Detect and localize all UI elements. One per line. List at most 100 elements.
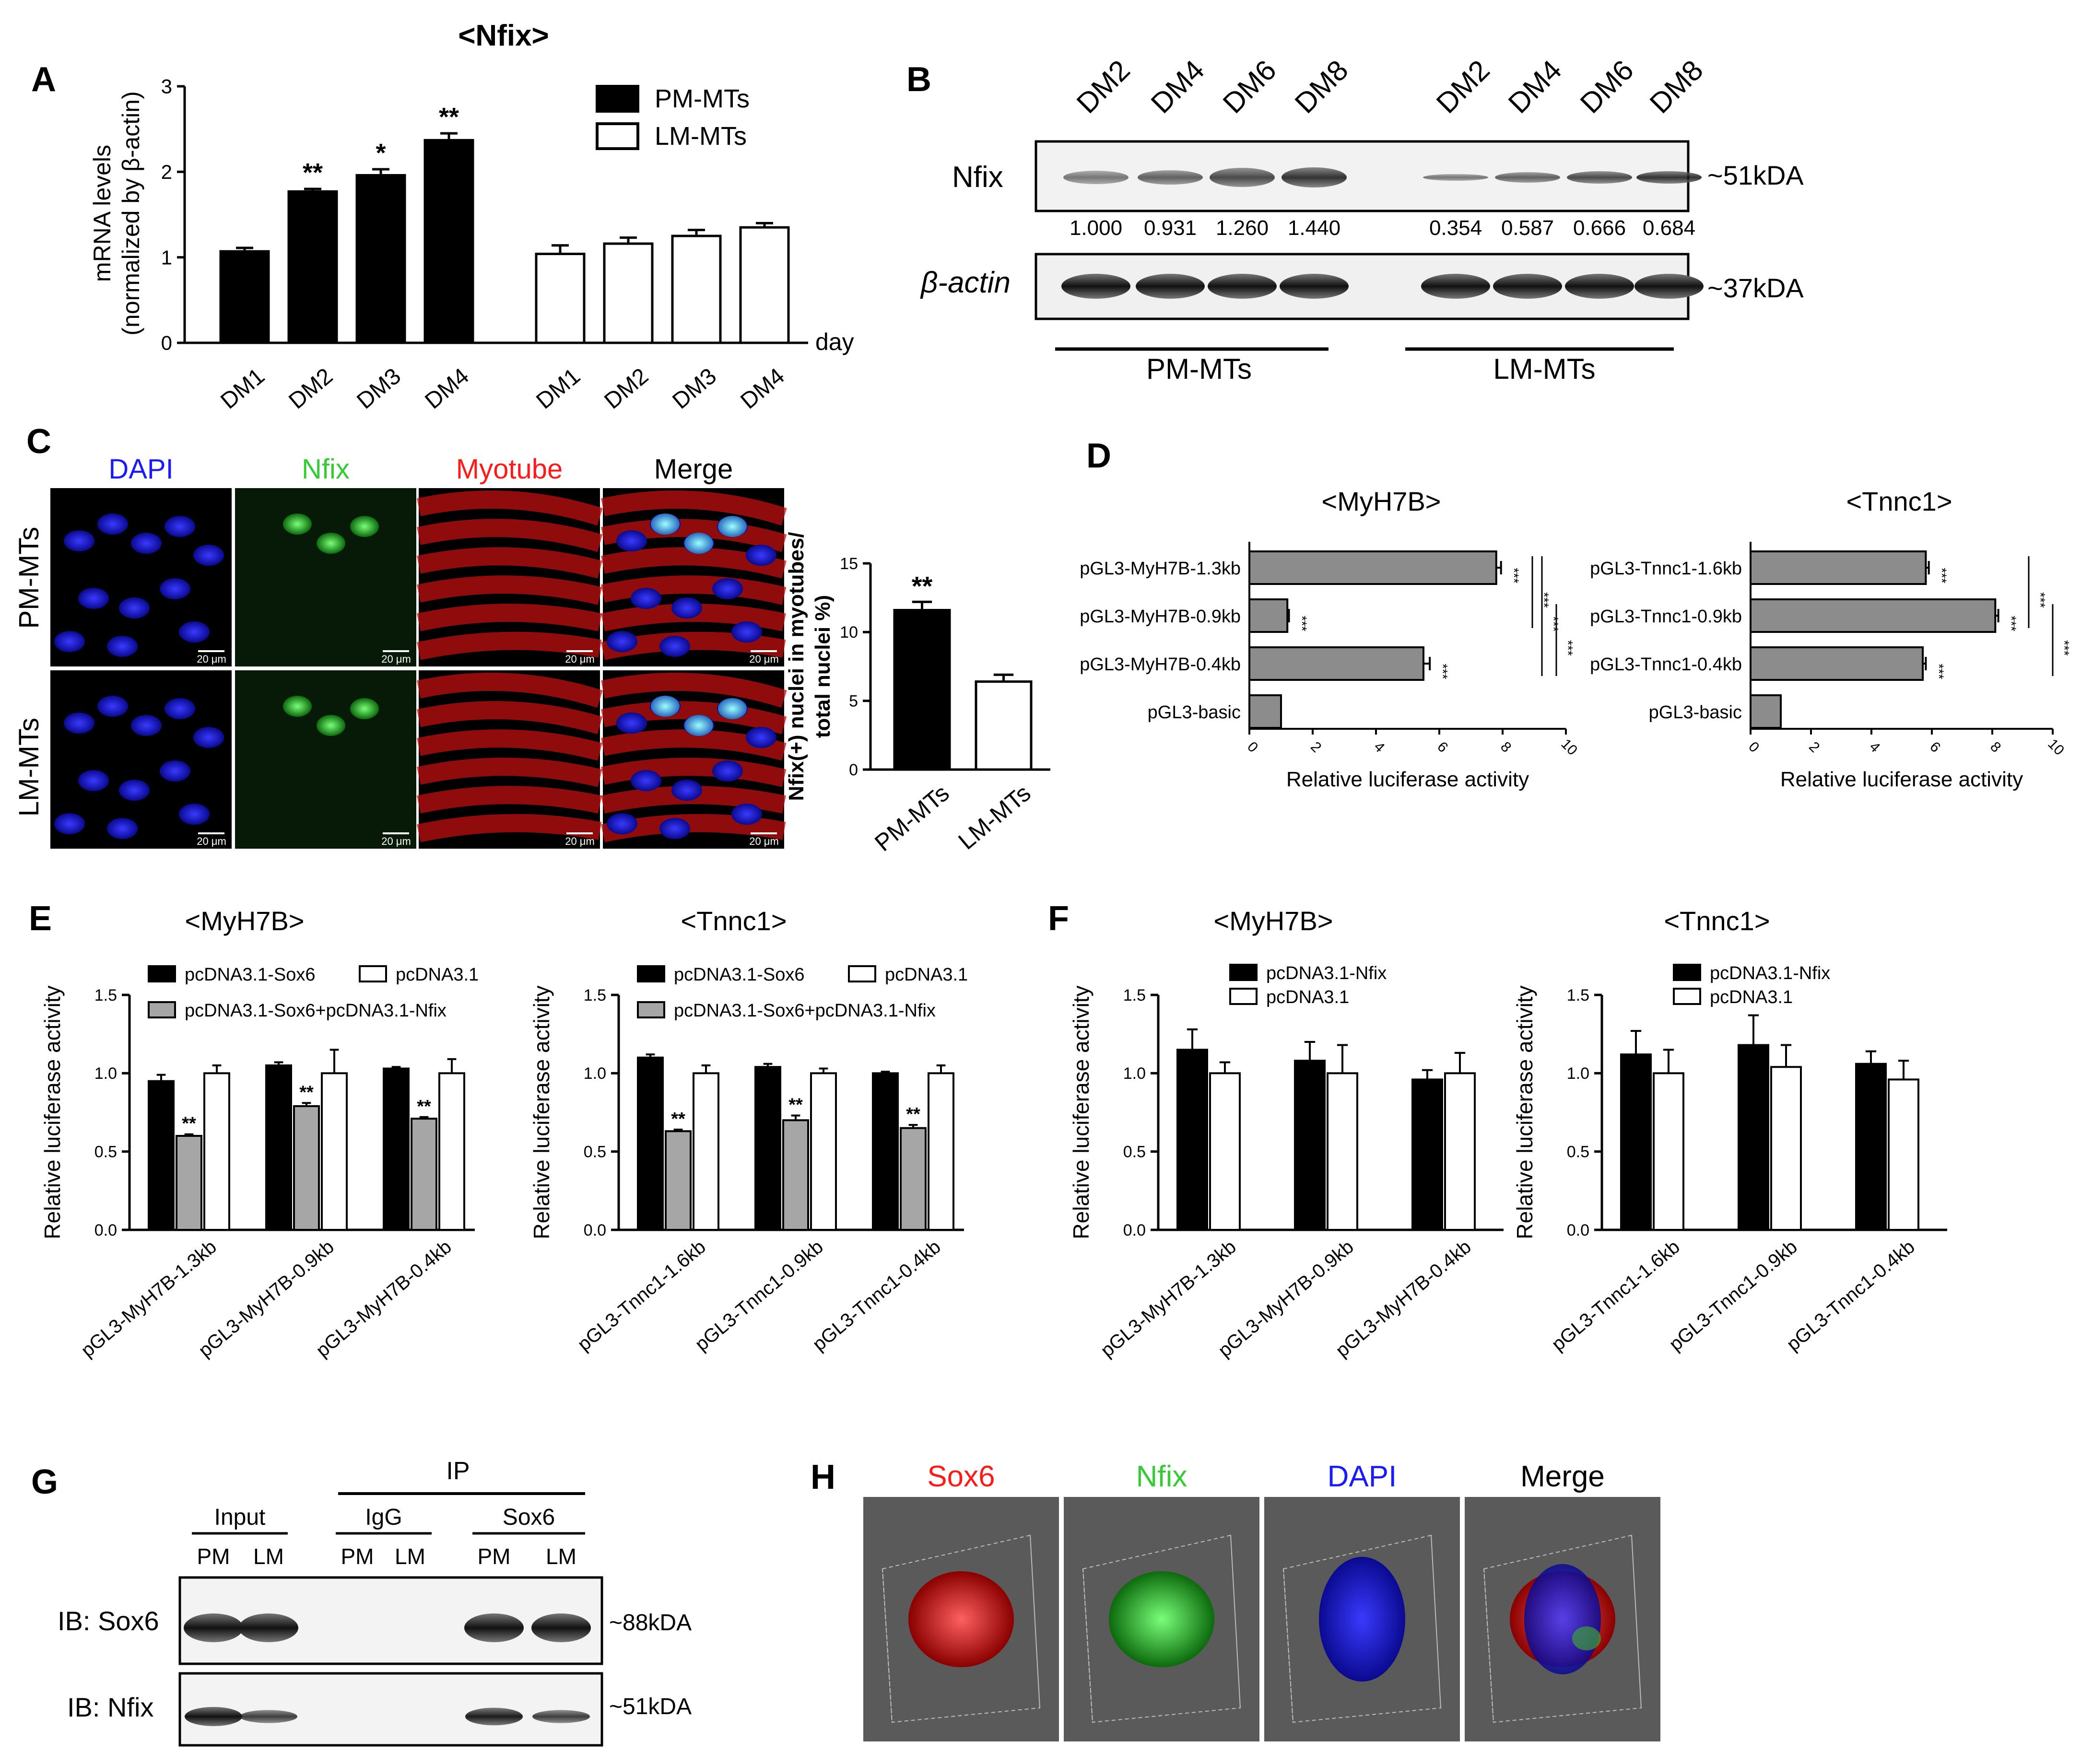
micrograph-tile: 20 μm — [235, 670, 416, 849]
x-tick-label: DM3 — [352, 363, 406, 414]
band-actin — [1493, 274, 1562, 299]
band-nfix — [1063, 171, 1129, 184]
legend-label: pcDNA3.1 — [885, 965, 968, 985]
bar — [900, 1127, 927, 1231]
band-quant-value: 0.666 — [1573, 216, 1626, 240]
micrograph-tile: 20 μm — [417, 670, 603, 849]
legend-swatch — [1229, 988, 1258, 1005]
blot-bands — [184, 1613, 591, 1726]
nucleus — [64, 713, 94, 734]
bar — [321, 1072, 348, 1231]
bar — [975, 680, 1033, 771]
y-tick-label: 1.0 — [584, 1064, 606, 1083]
x-tick-label: 4 — [1371, 739, 1387, 756]
legend-swatch — [148, 965, 176, 982]
nucleus — [54, 631, 85, 652]
micrograph-tile: 20 μm — [601, 670, 787, 849]
significance-mark: ** — [788, 1095, 803, 1115]
bar — [671, 234, 722, 344]
micrograph-tile: 20 μm — [601, 488, 787, 666]
merged-nucleus — [718, 698, 747, 719]
legend-label: pcDNA3.1-Nfix — [1710, 963, 1830, 983]
3d-render-tile — [1064, 1497, 1259, 1741]
nucleus — [631, 588, 661, 609]
significance-mark: *** — [1295, 616, 1310, 631]
y-tick-label: 1 — [161, 246, 172, 269]
lane-label: PM — [197, 1544, 230, 1569]
scale-bar-label: 20 μm — [565, 835, 595, 847]
bar — [1770, 1066, 1802, 1231]
nucleus-render — [908, 1571, 1014, 1667]
bar — [782, 1119, 809, 1231]
category-label: pGL3-Tnnc1-0.4kb — [1590, 654, 1742, 675]
x-tick-label: LM-MTs — [953, 780, 1035, 855]
panel-f: F <MyH7B> pcDNA3.1-Nfix pcDNA3.1 0.0 0.5 1.0 1… — [1048, 900, 1947, 1361]
legend: pcDNA3.1-Sox6 pcDNA3.1 pcDNA3.1-Sox6+pcDNA… — [148, 965, 479, 1021]
myotube-fiber — [601, 758, 787, 787]
bar-chart-f-myh7b: <MyH7B> pcDNA3.1-Nfix pcDNA3.1 0.0 0.5 1.0 1.5… — [1069, 906, 1504, 1361]
y-tick-label: 0.5 — [584, 1143, 606, 1161]
nucleus-render — [1319, 1557, 1405, 1682]
merged-nucleus — [684, 715, 713, 736]
bar-chart-e-tnnc1: <Tnnc1>pcDNA3.1-Sox6 pcDNA3.1pcDNA3.1-Sox… — [529, 906, 968, 1355]
x-tick-label: 0 — [1244, 739, 1261, 756]
nucleus — [97, 696, 128, 717]
row-label-lm: LM-MTs — [13, 718, 45, 817]
legend-swatch — [148, 1001, 176, 1018]
panel-letter: E — [29, 900, 52, 938]
x-tick-label: DM2 — [284, 363, 338, 414]
nucleus — [193, 727, 224, 748]
significance-mark: *** — [1546, 616, 1561, 632]
significance-mark: *** — [2057, 640, 2072, 656]
x-axis-label: Relative luciferase activity — [1780, 768, 2023, 791]
legend-label: pcDNA3.1-Sox6+pcDNA3.1-Nfix — [674, 1001, 936, 1021]
row-label-nfix: Nfix — [952, 161, 1003, 194]
bar — [1750, 646, 1924, 681]
significance-mark: *** — [2033, 592, 2048, 608]
y-axis-label-2: total nuclei %) — [811, 595, 835, 738]
nucleus — [616, 713, 647, 734]
lane-label: PM — [341, 1544, 374, 1569]
lane-label: DM4 — [1145, 54, 1211, 119]
y-tick-label: 0.5 — [1567, 1143, 1589, 1161]
bounding-edge — [1483, 1535, 1642, 1723]
myotube-fiber — [417, 547, 602, 579]
band-actin — [1280, 274, 1349, 299]
myotube-fiber — [601, 673, 787, 708]
chart-title: <Nfix> — [458, 19, 549, 52]
band-quant-value: 0.684 — [1643, 216, 1695, 240]
merged-nucleus — [651, 696, 680, 717]
3d-render-tile — [863, 1497, 1059, 1741]
legend: pcDNA3.1-Nfix pcDNA3.1 — [1229, 963, 1387, 1007]
legend-swatch — [1673, 964, 1701, 981]
bar — [383, 1067, 410, 1231]
micrograph-tile: 20 μm — [417, 488, 603, 666]
band-nfix — [465, 1707, 523, 1726]
x-tick-label: 6 — [1434, 739, 1451, 756]
bar-chart-f-tnnc1: <Tnnc1> pcDNA3.1-Nfix pcDNA3.1 0.0 0.5 1.0 1.5… — [1512, 906, 1947, 1355]
ip-label: IP — [446, 1457, 470, 1485]
panel-g: G IP Input IgG Sox6 PM LM PM LM PM LM IB: Sox6 I… — [31, 1457, 692, 1747]
nucleus — [731, 621, 762, 643]
lane-label: LM — [253, 1544, 284, 1569]
band-nfix — [240, 1710, 297, 1723]
band-actin — [1565, 274, 1634, 299]
hbar-chart-myh7b: <MyH7B> 0 2 4 6 8 10 Relative luciferase activi… — [1080, 486, 1580, 791]
group-label: IgG — [365, 1505, 402, 1530]
nfix-nucleus — [350, 698, 379, 719]
nucleus — [607, 813, 637, 834]
merged-nucleus — [684, 533, 713, 554]
nucleus — [78, 770, 109, 791]
nucleus — [165, 516, 195, 537]
nucleus — [731, 804, 762, 825]
micrograph-tile: 20 μm — [235, 488, 416, 666]
bounding-edge — [882, 1535, 1040, 1723]
nucleus — [119, 597, 150, 619]
bar — [535, 253, 586, 344]
band-actin — [1634, 274, 1704, 299]
panel-letter: C — [26, 422, 51, 461]
significance-mark: *** — [1507, 568, 1522, 584]
category-label: pGL3-basic — [1148, 702, 1241, 723]
x-tick-label: DM1 — [531, 363, 585, 414]
band-quant-value: 0.354 — [1429, 216, 1482, 240]
